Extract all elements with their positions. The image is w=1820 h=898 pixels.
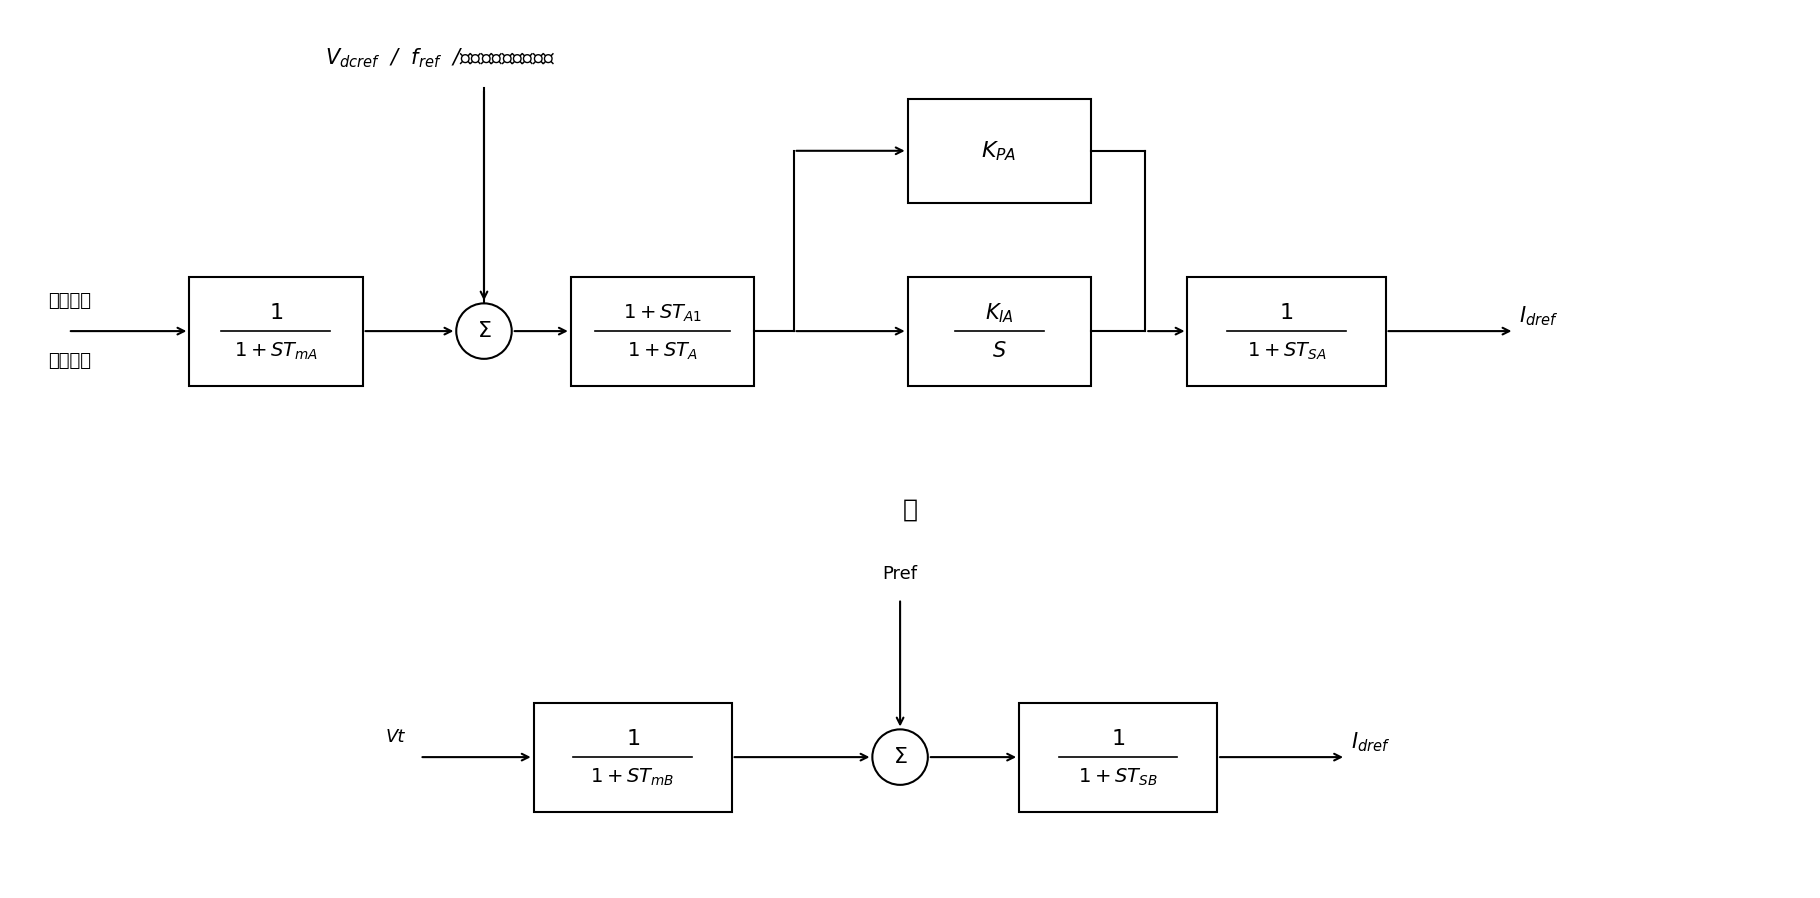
Bar [533, 702, 732, 812]
Text: 控制目标: 控制目标 [47, 293, 91, 311]
Bar [1019, 702, 1218, 812]
Text: $\Sigma$: $\Sigma$ [894, 747, 908, 767]
Text: Pref: Pref [883, 565, 917, 583]
Text: $1$: $1$ [269, 304, 282, 323]
Text: $1+ST_{mA}$: $1+ST_{mA}$ [233, 340, 318, 362]
Text: $1+ST_{SB}$: $1+ST_{SB}$ [1077, 766, 1158, 788]
Text: $I_{dref}$: $I_{dref}$ [1520, 304, 1558, 328]
Text: $S$: $S$ [992, 341, 1006, 361]
Text: $1$: $1$ [1110, 729, 1125, 749]
Text: $V_{dcref}$  /  $f_{ref}$  /其它有功控制目标值: $V_{dcref}$ / $f_{ref}$ /其它有功控制目标值 [326, 47, 557, 70]
Text: $1$: $1$ [1279, 304, 1294, 323]
Text: $1+ST_{SA}$: $1+ST_{SA}$ [1247, 340, 1327, 362]
Text: $K_{IA}$: $K_{IA}$ [985, 302, 1014, 325]
Text: $1+ST_{mB}$: $1+ST_{mB}$ [590, 766, 675, 788]
Text: $\Sigma$: $\Sigma$ [477, 321, 491, 341]
Text: $1$: $1$ [626, 729, 639, 749]
Text: $1+ST_A$: $1+ST_A$ [626, 340, 697, 362]
Bar [571, 277, 753, 385]
Text: $I_{dref}$: $I_{dref}$ [1350, 730, 1390, 754]
Bar [1187, 277, 1385, 385]
Text: $K_{PA}$: $K_{PA}$ [981, 139, 1017, 163]
Text: $1+ST_{A1}$: $1+ST_{A1}$ [622, 303, 703, 324]
Bar [908, 99, 1090, 203]
Text: 的实测值: 的实测值 [47, 352, 91, 370]
Text: 或: 或 [903, 497, 917, 522]
Bar [189, 277, 362, 385]
Text: Vt: Vt [386, 728, 404, 746]
Bar [908, 277, 1090, 385]
